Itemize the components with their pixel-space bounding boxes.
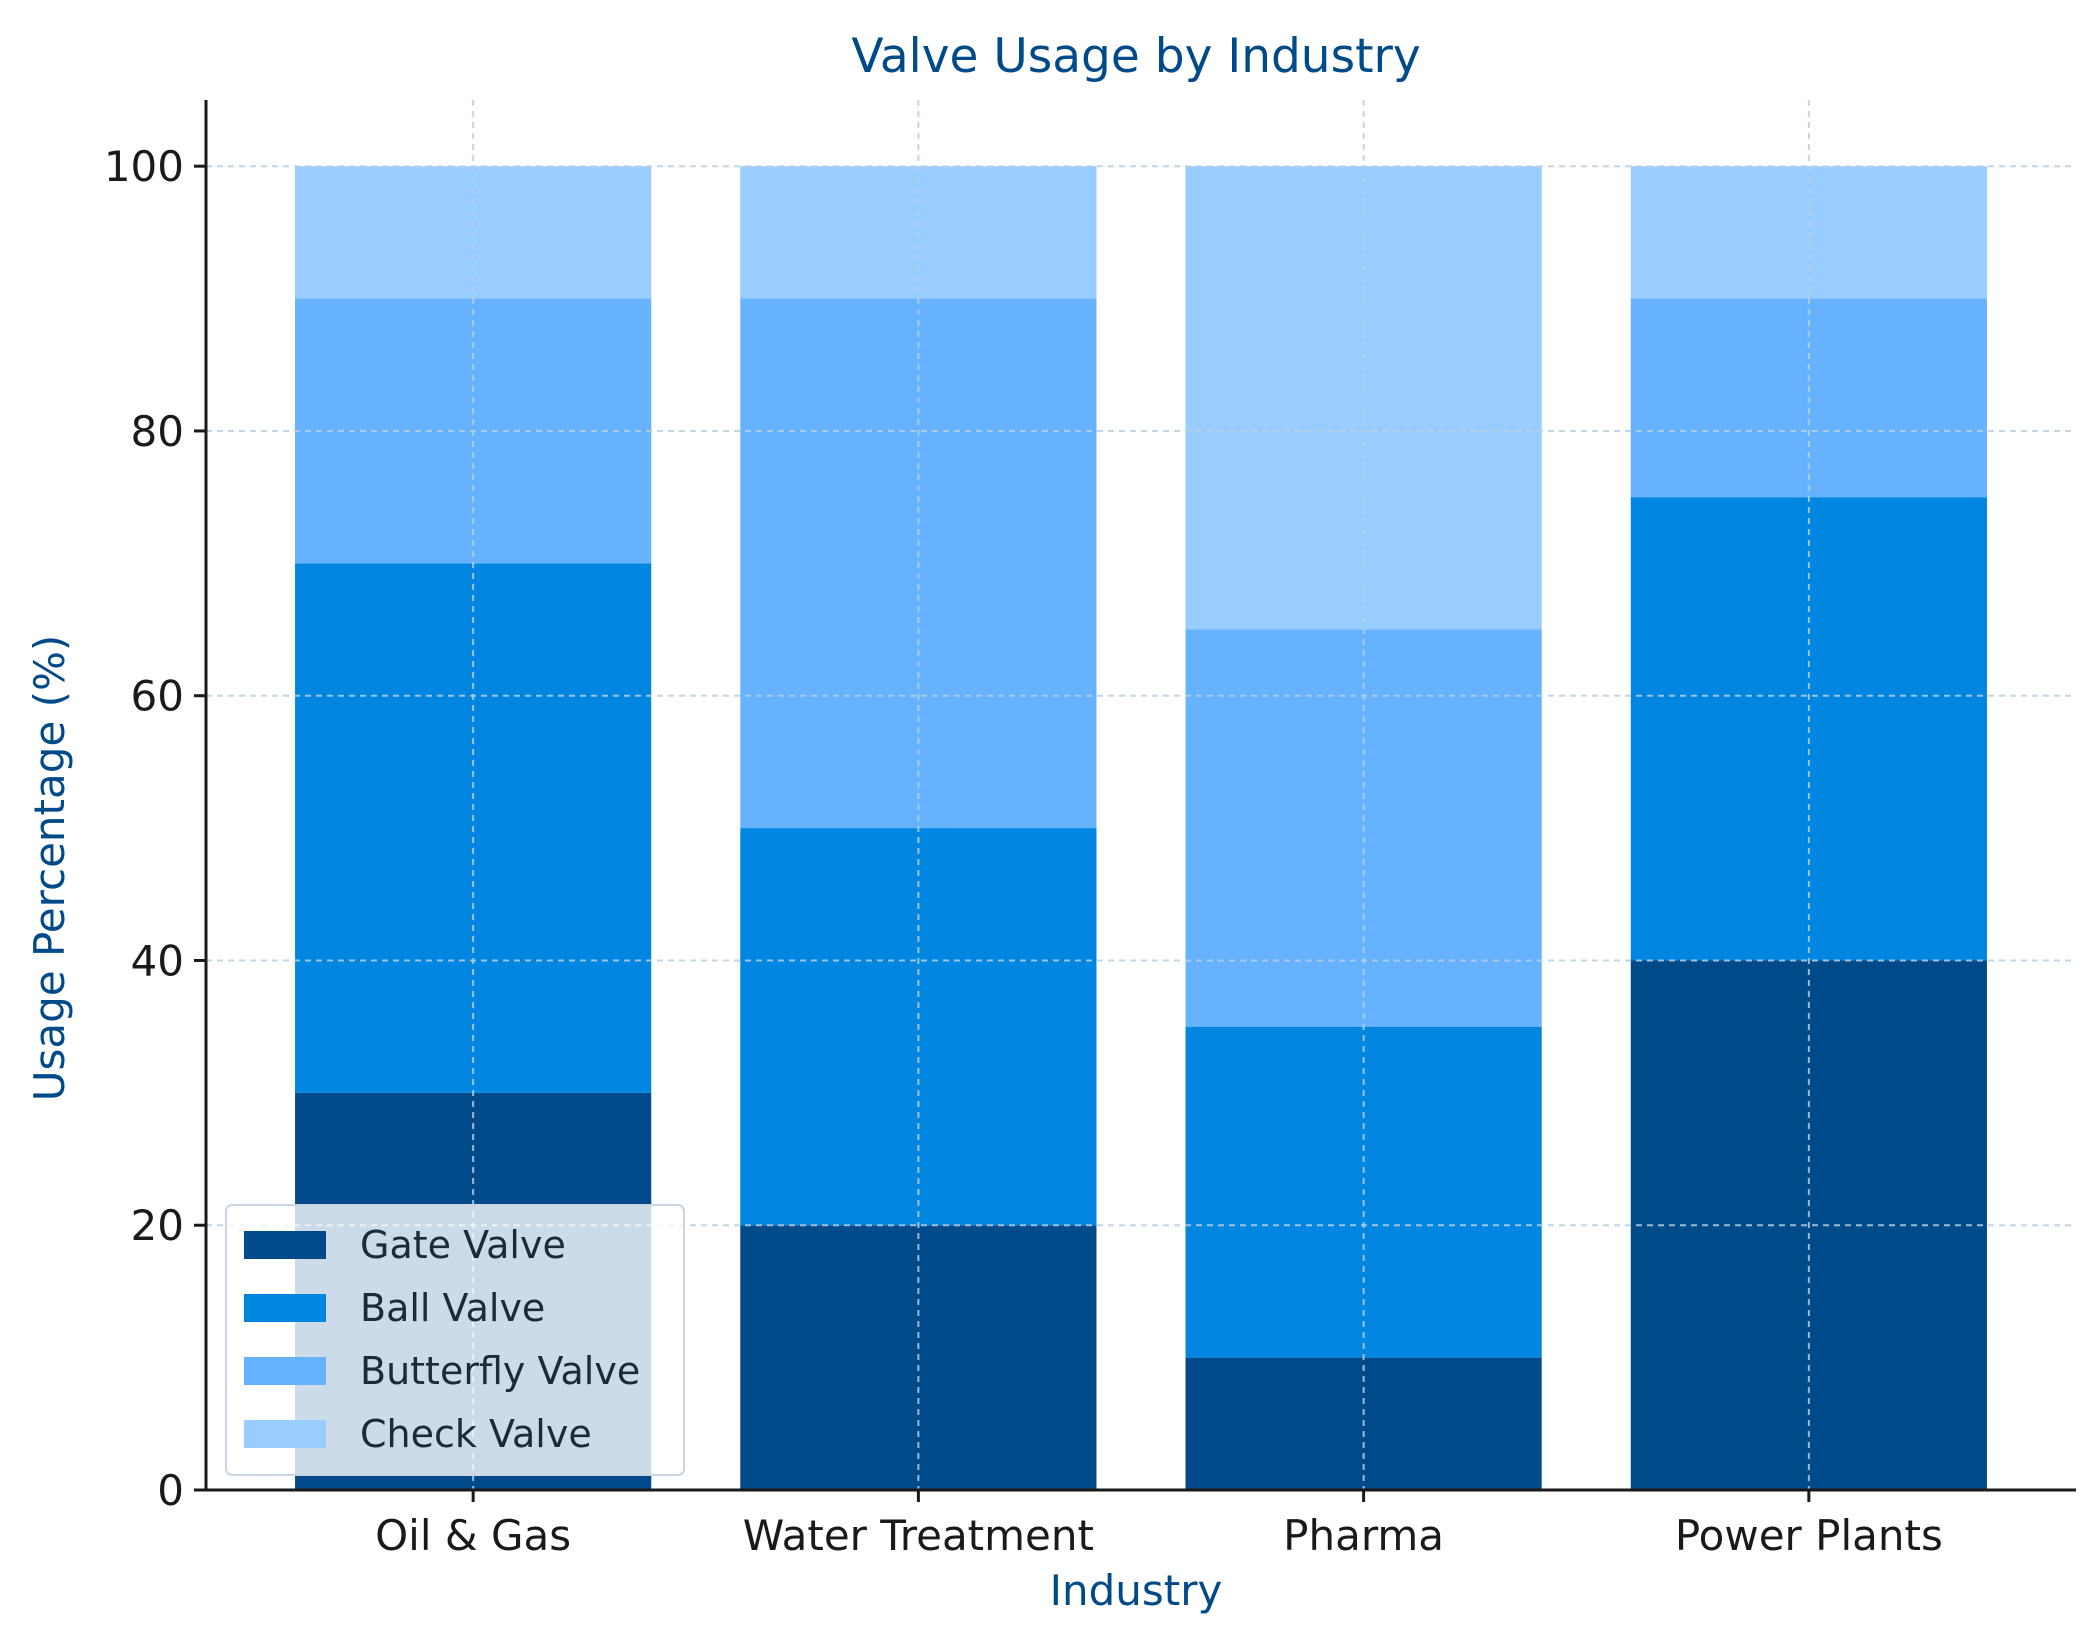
x-axis-label: Industry bbox=[1050, 1566, 1223, 1615]
y-tick-label-1: 20 bbox=[131, 1201, 184, 1250]
x-tick-labels: Oil & Gas Water Treatment Pharma Power Plan… bbox=[375, 1511, 1943, 1560]
chart-title: Valve Usage by Industry bbox=[851, 29, 1420, 84]
legend-swatch-2 bbox=[244, 1357, 326, 1385]
x-tick-label-1: Water Treatment bbox=[743, 1511, 1094, 1560]
x-tick-label-0: Oil & Gas bbox=[375, 1511, 571, 1560]
legend: Gate Valve Ball Valve Butterfly Valve Check… bbox=[225, 1204, 685, 1476]
legend-swatch-3 bbox=[244, 1420, 326, 1448]
y-tick-label-5: 100 bbox=[104, 142, 184, 191]
x-tick-label-2: Pharma bbox=[1283, 1511, 1444, 1560]
legend-frame bbox=[225, 1204, 685, 1476]
legend-swatch-1 bbox=[244, 1294, 326, 1322]
y-tick-labels: 0 20 40 60 80 100 bbox=[104, 142, 184, 1515]
legend-label-2: Butterfly Valve bbox=[360, 1349, 640, 1393]
legend-label-1: Ball Valve bbox=[360, 1286, 545, 1330]
legend-swatch-0 bbox=[244, 1231, 326, 1259]
y-tick-label-0: 0 bbox=[157, 1466, 184, 1515]
y-axis-label: Usage Percentage (%) bbox=[25, 635, 74, 1102]
y-tick-label-4: 80 bbox=[131, 407, 184, 456]
y-tick-label-3: 60 bbox=[131, 672, 184, 721]
y-tick-label-2: 40 bbox=[131, 936, 184, 985]
x-tick-label-3: Power Plants bbox=[1675, 1511, 1943, 1560]
legend-label-0: Gate Valve bbox=[360, 1223, 566, 1267]
axes bbox=[194, 100, 2076, 1502]
legend-label-3: Check Valve bbox=[360, 1412, 592, 1456]
